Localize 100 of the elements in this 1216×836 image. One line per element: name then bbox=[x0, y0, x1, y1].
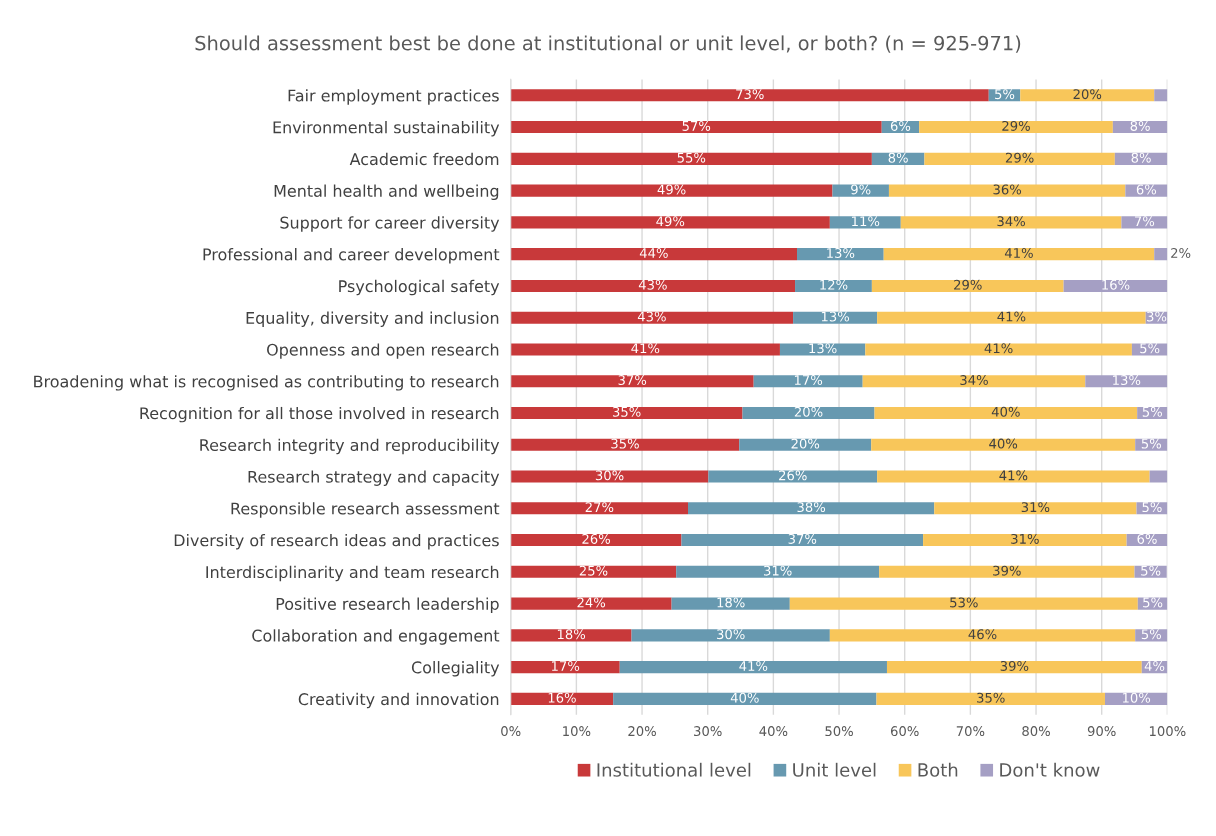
data-label: 55% bbox=[677, 152, 706, 163]
legend-label: Both bbox=[918, 762, 958, 777]
data-label: 29% bbox=[1005, 152, 1034, 163]
y-tick-label: Research integrity and reproducibility bbox=[200, 438, 500, 455]
data-label: 35% bbox=[977, 692, 1005, 703]
data-label: 6% bbox=[1136, 184, 1157, 195]
data-label: 5% bbox=[995, 89, 1015, 100]
bar bbox=[829, 216, 901, 229]
y-tick-label: Professional and career development bbox=[203, 248, 500, 264]
bar bbox=[1020, 89, 1155, 102]
y-tick-label: Psychological safety bbox=[339, 279, 500, 296]
data-label: 30% bbox=[717, 629, 745, 640]
data-label: 5% bbox=[1142, 406, 1162, 417]
data-label: 30% bbox=[595, 470, 624, 481]
data-label: 41% bbox=[984, 343, 1013, 354]
data-label: 40% bbox=[991, 406, 1020, 417]
bar bbox=[888, 184, 1126, 197]
bar bbox=[510, 565, 677, 578]
data-label: 13% bbox=[1113, 375, 1141, 386]
data-label: 37% bbox=[618, 375, 647, 386]
data-label: 8% bbox=[1131, 152, 1151, 163]
data-label: 25% bbox=[579, 565, 608, 576]
y-tick-label: Broadening what is recognised as contributing to research bbox=[34, 375, 499, 391]
bar bbox=[876, 692, 1105, 705]
bar bbox=[510, 184, 833, 197]
bar bbox=[924, 152, 1115, 165]
data-label: 34% bbox=[960, 375, 988, 386]
data-label: 12% bbox=[820, 279, 848, 290]
data-label: 39% bbox=[993, 565, 1021, 576]
data-label: 11% bbox=[852, 216, 880, 227]
data-label: 20% bbox=[791, 438, 820, 449]
bar bbox=[1085, 375, 1168, 388]
bar bbox=[1149, 470, 1168, 483]
data-label: 18% bbox=[557, 629, 586, 640]
bar bbox=[1154, 248, 1168, 261]
data-label: 5% bbox=[1143, 597, 1163, 608]
bar bbox=[739, 438, 872, 451]
data-label: 6% bbox=[1137, 533, 1157, 544]
bar bbox=[871, 279, 1064, 292]
data-label: 5% bbox=[1141, 438, 1162, 449]
data-label: 31% bbox=[1021, 502, 1050, 513]
bar bbox=[510, 438, 740, 451]
data-label: 13% bbox=[809, 343, 837, 354]
data-label: 35% bbox=[612, 406, 641, 417]
bar bbox=[510, 534, 682, 547]
y-tick-label: Positive research leadership bbox=[276, 597, 499, 613]
data-label: 53% bbox=[950, 597, 978, 608]
bar bbox=[510, 597, 672, 610]
bar bbox=[510, 248, 798, 261]
bar bbox=[923, 534, 1127, 547]
x-tick-label: 30% bbox=[694, 726, 722, 737]
data-label: 39% bbox=[1000, 660, 1029, 671]
data-label: 44% bbox=[639, 247, 668, 258]
bar bbox=[865, 343, 1132, 356]
y-tick-label: Collegiality bbox=[411, 661, 500, 677]
bar bbox=[510, 89, 989, 102]
y-tick-label: Recognition for all those involved in research bbox=[140, 406, 499, 423]
data-label: 43% bbox=[637, 311, 666, 322]
bar bbox=[795, 279, 872, 292]
bar bbox=[510, 311, 794, 324]
x-tick-label: 70% bbox=[956, 726, 985, 737]
data-label: 7% bbox=[1134, 216, 1155, 227]
bar bbox=[708, 470, 878, 483]
bar bbox=[883, 248, 1155, 261]
data-label: 29% bbox=[954, 279, 982, 290]
data-label: 20% bbox=[1073, 89, 1102, 100]
x-tick-label: 40% bbox=[759, 726, 788, 737]
x-tick-label: 0% bbox=[501, 726, 521, 737]
data-label: 40% bbox=[989, 438, 1018, 449]
y-tick-label: Collaboration and engagement bbox=[252, 629, 500, 645]
bar bbox=[793, 311, 878, 324]
bar bbox=[877, 470, 1150, 483]
data-label: 57% bbox=[682, 120, 711, 131]
bar bbox=[797, 248, 884, 261]
bar bbox=[688, 502, 935, 515]
data-label: 5% bbox=[1141, 629, 1162, 640]
data-label: 13% bbox=[827, 247, 855, 258]
x-tick-label: 60% bbox=[890, 726, 919, 737]
bar bbox=[832, 184, 889, 197]
y-tick-label: Research strategy and capacity bbox=[248, 470, 500, 486]
data-label: 27% bbox=[585, 502, 614, 513]
x-tick-label: 20% bbox=[628, 726, 656, 737]
bar bbox=[1063, 279, 1168, 292]
bar bbox=[877, 311, 1146, 324]
data-label: 3% bbox=[1147, 311, 1167, 322]
bar bbox=[631, 629, 830, 642]
data-label: 41% bbox=[999, 470, 1028, 481]
data-label: 38% bbox=[797, 502, 826, 513]
data-label: 41% bbox=[1004, 247, 1033, 258]
y-tick-label: Environmental sustainability bbox=[273, 121, 500, 137]
y-tick-label: Mental health and wellbeing bbox=[274, 184, 499, 200]
bar bbox=[510, 279, 796, 292]
y-tick-label: Openness and open research bbox=[267, 343, 499, 359]
bar bbox=[510, 502, 689, 515]
data-label: 16% bbox=[548, 692, 576, 703]
bar bbox=[879, 565, 1135, 578]
x-tick-label: 80% bbox=[1022, 726, 1050, 737]
legend-label: Unit level bbox=[793, 762, 876, 777]
data-label: 17% bbox=[794, 375, 823, 386]
data-label: 24% bbox=[577, 597, 606, 608]
